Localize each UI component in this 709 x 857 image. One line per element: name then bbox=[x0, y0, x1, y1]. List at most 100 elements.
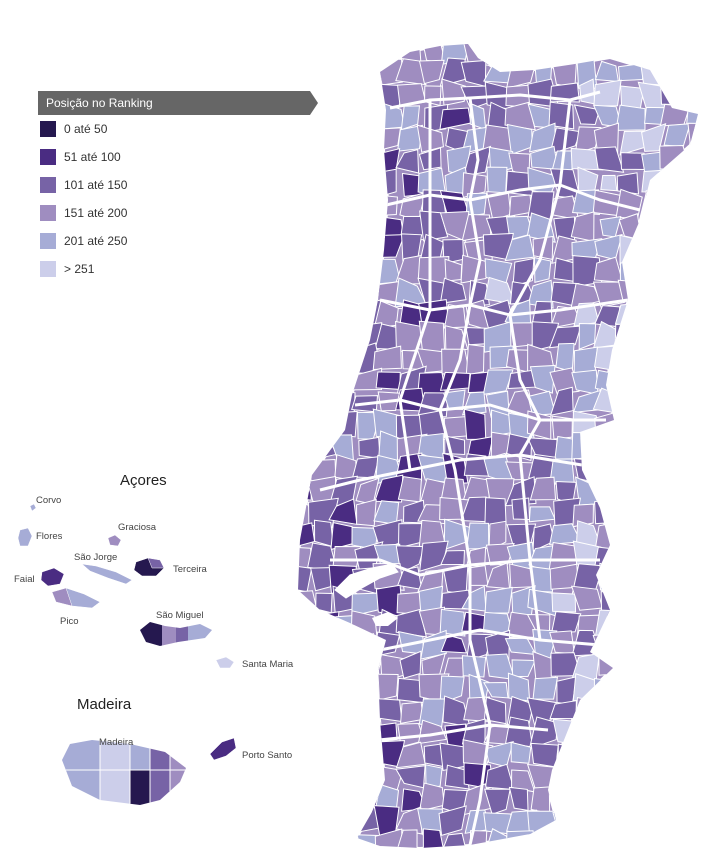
municipality bbox=[352, 633, 381, 662]
municipality bbox=[309, 254, 338, 280]
municipality bbox=[571, 807, 599, 832]
municipality bbox=[594, 437, 626, 462]
municipality bbox=[658, 56, 688, 83]
legend-swatch bbox=[40, 121, 56, 137]
municipality bbox=[637, 214, 667, 243]
municipality bbox=[616, 461, 646, 484]
island-flores bbox=[17, 527, 33, 547]
island-graciosa bbox=[107, 534, 122, 547]
municipality bbox=[336, 168, 361, 199]
tejo-estuary bbox=[334, 563, 399, 599]
municipality bbox=[615, 500, 647, 527]
legend-swatch bbox=[40, 205, 56, 221]
municipality bbox=[682, 438, 698, 458]
municipality bbox=[595, 827, 624, 848]
municipality bbox=[660, 586, 690, 615]
island-santa-maria bbox=[215, 656, 235, 669]
municipality bbox=[617, 613, 643, 636]
sado-estuary bbox=[372, 612, 398, 626]
label-corvo: Corvo bbox=[36, 495, 61, 506]
label-sao-jorge: São Jorge bbox=[74, 552, 117, 563]
municipality bbox=[680, 299, 698, 325]
municipality bbox=[418, 59, 445, 85]
legend-title: Posição no Ranking bbox=[38, 91, 318, 115]
municipality bbox=[578, 828, 603, 848]
municipality bbox=[298, 806, 311, 835]
municipality bbox=[306, 738, 336, 771]
municipality bbox=[306, 210, 337, 244]
municipality bbox=[298, 631, 315, 659]
municipality bbox=[311, 106, 340, 128]
municipality bbox=[444, 764, 470, 790]
municipality bbox=[351, 761, 384, 791]
municipality bbox=[620, 591, 640, 614]
municipality bbox=[594, 496, 622, 525]
municipality bbox=[680, 543, 698, 571]
municipality bbox=[483, 682, 509, 699]
municipality bbox=[307, 629, 336, 661]
municipality bbox=[527, 44, 558, 65]
municipality bbox=[638, 696, 669, 725]
municipality bbox=[374, 474, 404, 503]
municipality bbox=[660, 453, 689, 482]
municipality bbox=[355, 738, 374, 765]
municipality bbox=[616, 474, 643, 501]
municipality bbox=[618, 388, 646, 419]
municipality bbox=[439, 277, 467, 304]
municipality bbox=[551, 57, 578, 88]
municipality bbox=[298, 590, 318, 613]
municipality bbox=[529, 364, 556, 394]
municipality bbox=[616, 409, 642, 440]
municipality bbox=[575, 44, 595, 61]
municipality bbox=[313, 327, 334, 349]
municipality bbox=[600, 174, 618, 192]
municipality bbox=[615, 569, 646, 588]
municipality bbox=[593, 677, 625, 698]
municipality bbox=[310, 390, 338, 420]
legend-item: 201 até 250 bbox=[38, 227, 318, 255]
municipality bbox=[298, 565, 313, 593]
municipality bbox=[532, 676, 559, 700]
municipality bbox=[643, 388, 668, 417]
municipality bbox=[328, 278, 357, 309]
municipality bbox=[681, 212, 698, 238]
municipality bbox=[308, 84, 337, 103]
municipality bbox=[661, 366, 688, 396]
municipality bbox=[572, 767, 602, 789]
municipality bbox=[312, 696, 338, 725]
municipality bbox=[665, 168, 686, 198]
municipality bbox=[298, 106, 316, 132]
municipality bbox=[372, 345, 402, 371]
municipality bbox=[395, 806, 423, 835]
municipality bbox=[511, 659, 536, 678]
island-porto-santo bbox=[209, 737, 237, 761]
municipality bbox=[622, 804, 644, 834]
municipality bbox=[358, 436, 381, 460]
municipality bbox=[636, 438, 666, 463]
municipality bbox=[594, 44, 624, 59]
municipality bbox=[329, 343, 359, 367]
municipality bbox=[312, 188, 339, 217]
municipality bbox=[439, 832, 468, 848]
municipality bbox=[644, 500, 666, 528]
municipality bbox=[596, 476, 619, 508]
municipality bbox=[684, 612, 698, 636]
municipality bbox=[659, 523, 689, 548]
label-terceira: Terceira bbox=[173, 564, 208, 575]
municipality bbox=[308, 674, 338, 705]
municipality bbox=[638, 520, 663, 548]
municipality bbox=[396, 124, 424, 152]
label-flores: Flores bbox=[36, 531, 63, 542]
legend-item: 0 até 50 bbox=[38, 115, 318, 143]
municipality bbox=[488, 520, 507, 552]
municipality bbox=[599, 562, 623, 591]
municipality bbox=[615, 367, 648, 396]
municipality bbox=[615, 435, 647, 460]
municipality bbox=[618, 739, 647, 766]
municipality bbox=[307, 144, 333, 176]
municipality bbox=[399, 650, 422, 679]
legend-swatch bbox=[40, 233, 56, 249]
municipality bbox=[485, 542, 515, 566]
municipality bbox=[594, 787, 620, 813]
municipality bbox=[330, 784, 358, 812]
